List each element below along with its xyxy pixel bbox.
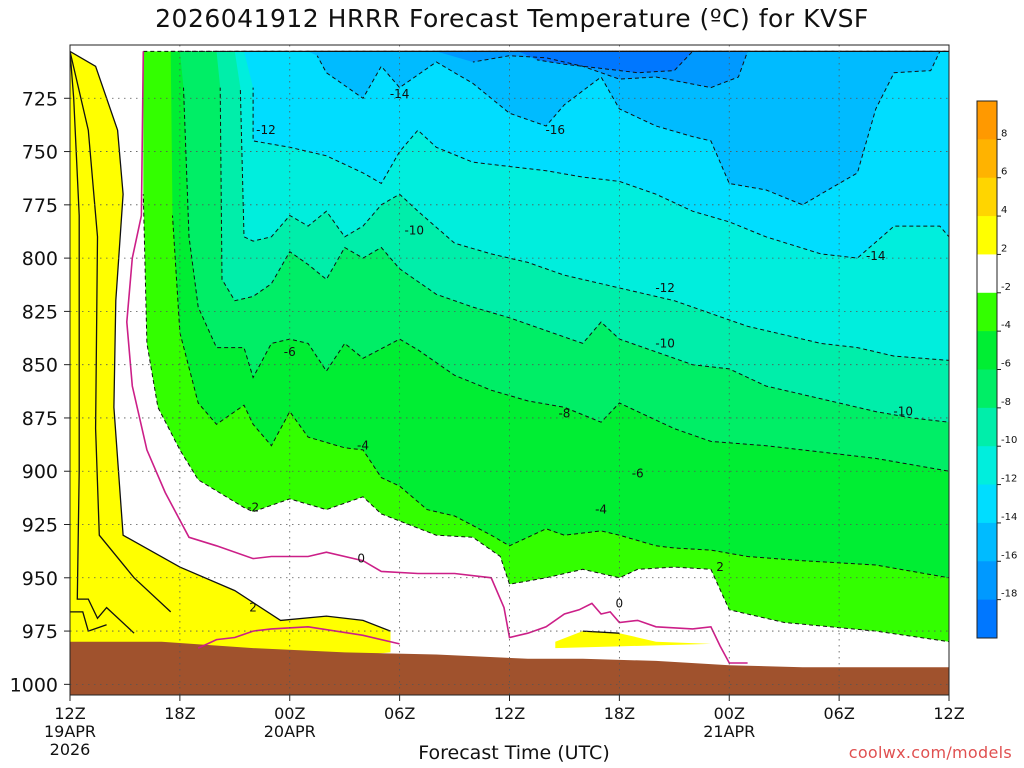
contour-label-2: 2: [249, 601, 257, 615]
region-2: [70, 51, 391, 657]
colorbar-label: -16: [1001, 550, 1017, 561]
filled-contour-regions: [70, 50, 949, 695]
colorbar-label: -12: [1001, 474, 1017, 485]
y-tick-label: 925: [22, 515, 58, 537]
colorbar-label: 8: [1001, 128, 1007, 139]
x-tick-label: 06Z: [823, 704, 854, 723]
colorbar-swatch: [977, 446, 997, 486]
colorbar-label: 4: [1001, 205, 1007, 216]
gridlines: [69, 45, 950, 695]
contour-label--10: -10: [655, 336, 675, 350]
colorbar-label: -4: [1001, 320, 1011, 331]
contour-line--4: [170, 50, 949, 579]
contour-label-0: 0: [357, 552, 365, 566]
contour-line-4: [70, 51, 172, 613]
contour-label--12: -12: [655, 281, 675, 295]
contour-label-2: 2: [716, 560, 724, 574]
contour-label--10: -10: [404, 223, 424, 237]
y-tick-label: 775: [22, 195, 58, 217]
colorbar-label: 2: [1001, 243, 1007, 254]
contour-line--18: [518, 50, 694, 74]
colorbar-swatch: [977, 522, 997, 562]
contour-label-0: 0: [616, 596, 624, 610]
colorbar-swatch: [977, 369, 997, 409]
x-tick-label: 00Z: [714, 704, 745, 723]
contour-line-2: [70, 50, 391, 632]
colorbar-label: -8: [1001, 397, 1011, 408]
contour-line--12: [244, 50, 949, 259]
x-tick-sublabel: 19APR: [44, 722, 96, 741]
colorbar-label: -18: [1001, 589, 1017, 600]
x-tick-label: 06Z: [384, 704, 415, 723]
contour-line-0: [197, 625, 400, 649]
colorbar-swatch: [977, 216, 997, 255]
x-tick-label: 00Z: [274, 704, 305, 723]
colorbar-swatch: [977, 331, 997, 370]
colorbar-label: 6: [1001, 167, 1007, 178]
colorbar-swatch: [977, 101, 997, 140]
y-tick-label: 875: [22, 408, 58, 430]
x-tick-sublabel: 20APR: [264, 722, 316, 741]
chart-title: 2026041912 HRRR Forecast Temperature (ºC…: [155, 4, 869, 33]
region--14: [308, 51, 940, 205]
colorbar-swatch: [977, 292, 997, 332]
colorbar-swatch: [977, 561, 997, 601]
contour-label--2: -2: [247, 500, 259, 514]
colorbar-swatch: [977, 139, 997, 179]
region--18: [518, 51, 693, 73]
x-tick-sublabel: 21APR: [703, 722, 755, 741]
contour-label--16: -16: [545, 123, 565, 137]
contour-label--14: -14: [866, 249, 886, 263]
y-tick-label: 725: [22, 88, 58, 110]
y-tick-label: 1000: [10, 674, 58, 696]
y-tick-label: 950: [22, 568, 58, 590]
colorbar-legend: 8 6 4 2 -2 -4 -6 -8 -10 -12 -14 -16 -18: [976, 100, 1017, 639]
source-credit[interactable]: coolwx.com/models: [848, 743, 1012, 762]
contour-label--6: -6: [284, 345, 296, 359]
x-tick-sublabel: 2026: [50, 740, 91, 759]
contour-label--4: -4: [595, 503, 607, 517]
y-axis: 725 750 775 800 825 850 875 900 925 950 975 1000: [10, 88, 70, 696]
contour-labels: -14 -16 -12 -10 -14 -12 -6 -10 -8 -10 -4 -6 -4 -2 0 2 2 0: [247, 87, 913, 615]
contour-line-8: [70, 611, 107, 632]
x-tick-label: 18Z: [604, 704, 635, 723]
contour-line-2: [582, 630, 620, 634]
x-axis-title: Forecast Time (UTC): [418, 742, 610, 764]
contour-line--16: [436, 50, 749, 89]
x-tick-label: 12Z: [494, 704, 525, 723]
contour-line--2: [142, 50, 949, 643]
contour-label--6: -6: [632, 466, 644, 480]
contour-label--8: -8: [558, 407, 570, 421]
region-2: [555, 631, 711, 649]
x-tick-label: 12Z: [933, 704, 964, 723]
y-tick-label: 900: [22, 461, 58, 483]
colorbar-label: -2: [1001, 282, 1011, 293]
contour-line--6: [179, 50, 949, 472]
colorbar-swatch: [977, 254, 997, 294]
y-tick-label: 750: [22, 142, 58, 164]
contour-label--14: -14: [390, 87, 410, 101]
contour-label--4: -4: [357, 439, 369, 453]
y-tick-label: 850: [22, 355, 58, 377]
y-tick-label: 975: [22, 621, 58, 643]
colorbar-label: -14: [1001, 512, 1017, 523]
y-tick-label: 825: [22, 301, 58, 323]
colorbar-label: -6: [1001, 359, 1011, 370]
y-tick-label: 800: [22, 248, 58, 270]
x-tick-label: 12Z: [54, 704, 85, 723]
colorbar-label: -10: [1001, 435, 1017, 446]
contour-line--8: [216, 50, 949, 423]
contour-line--14: [308, 50, 941, 206]
contour-label--12: -12: [256, 123, 276, 137]
colorbar-swatch: [977, 599, 997, 639]
colorbar-swatch: [977, 484, 997, 524]
x-tick-label: 18Z: [164, 704, 195, 723]
contour-line-6: [70, 51, 135, 634]
colorbar-swatch: [977, 407, 997, 447]
colorbar-swatch: [977, 177, 997, 217]
contour-label--10: -10: [893, 405, 913, 419]
